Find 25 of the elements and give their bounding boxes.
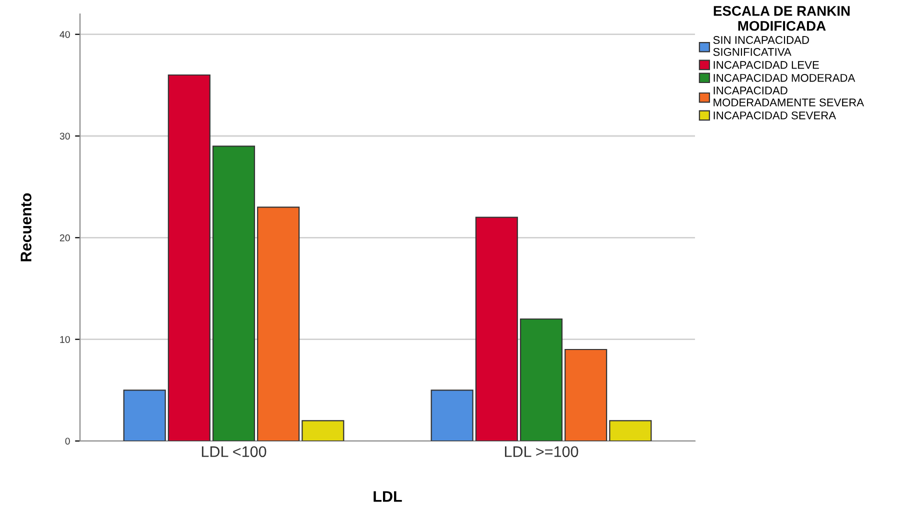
x-axis-title: LDL — [374, 491, 402, 502]
x-tick-label: LDL >=100 — [504, 446, 578, 458]
bar — [212, 146, 256, 441]
bar — [475, 216, 518, 441]
bar — [520, 318, 563, 441]
bar — [302, 420, 344, 441]
legend-label: SIN INCAPACIDAD SIGNIFICATIVA — [713, 36, 809, 56]
legend-label: INCAPACIDAD LEVE — [714, 60, 819, 69]
legend-label: INCAPACIDAD MODERADAMENTE SEVERA — [714, 86, 864, 106]
bar — [123, 390, 166, 441]
bar — [564, 348, 608, 441]
bar — [257, 206, 300, 441]
y-tick-label: 10 — [60, 336, 70, 343]
y-tick-label: 20 — [60, 234, 70, 242]
bar — [430, 390, 474, 441]
legend-label: INCAPACIDAD MODERADA — [714, 74, 856, 82]
legend-title: ESCALA DE RANKIN MODIFICADA — [714, 6, 850, 31]
y-tick-label: 30 — [60, 132, 70, 140]
legend-label: INCAPACIDAD SEVERA — [714, 111, 836, 120]
bar — [168, 74, 210, 441]
y-tick-label: 40 — [60, 31, 70, 38]
bar — [609, 420, 652, 441]
y-axis-title: Recuento — [20, 193, 32, 262]
y-tick-label: 0 — [65, 438, 70, 445]
x-tick-label: LDL <100 — [202, 446, 266, 458]
